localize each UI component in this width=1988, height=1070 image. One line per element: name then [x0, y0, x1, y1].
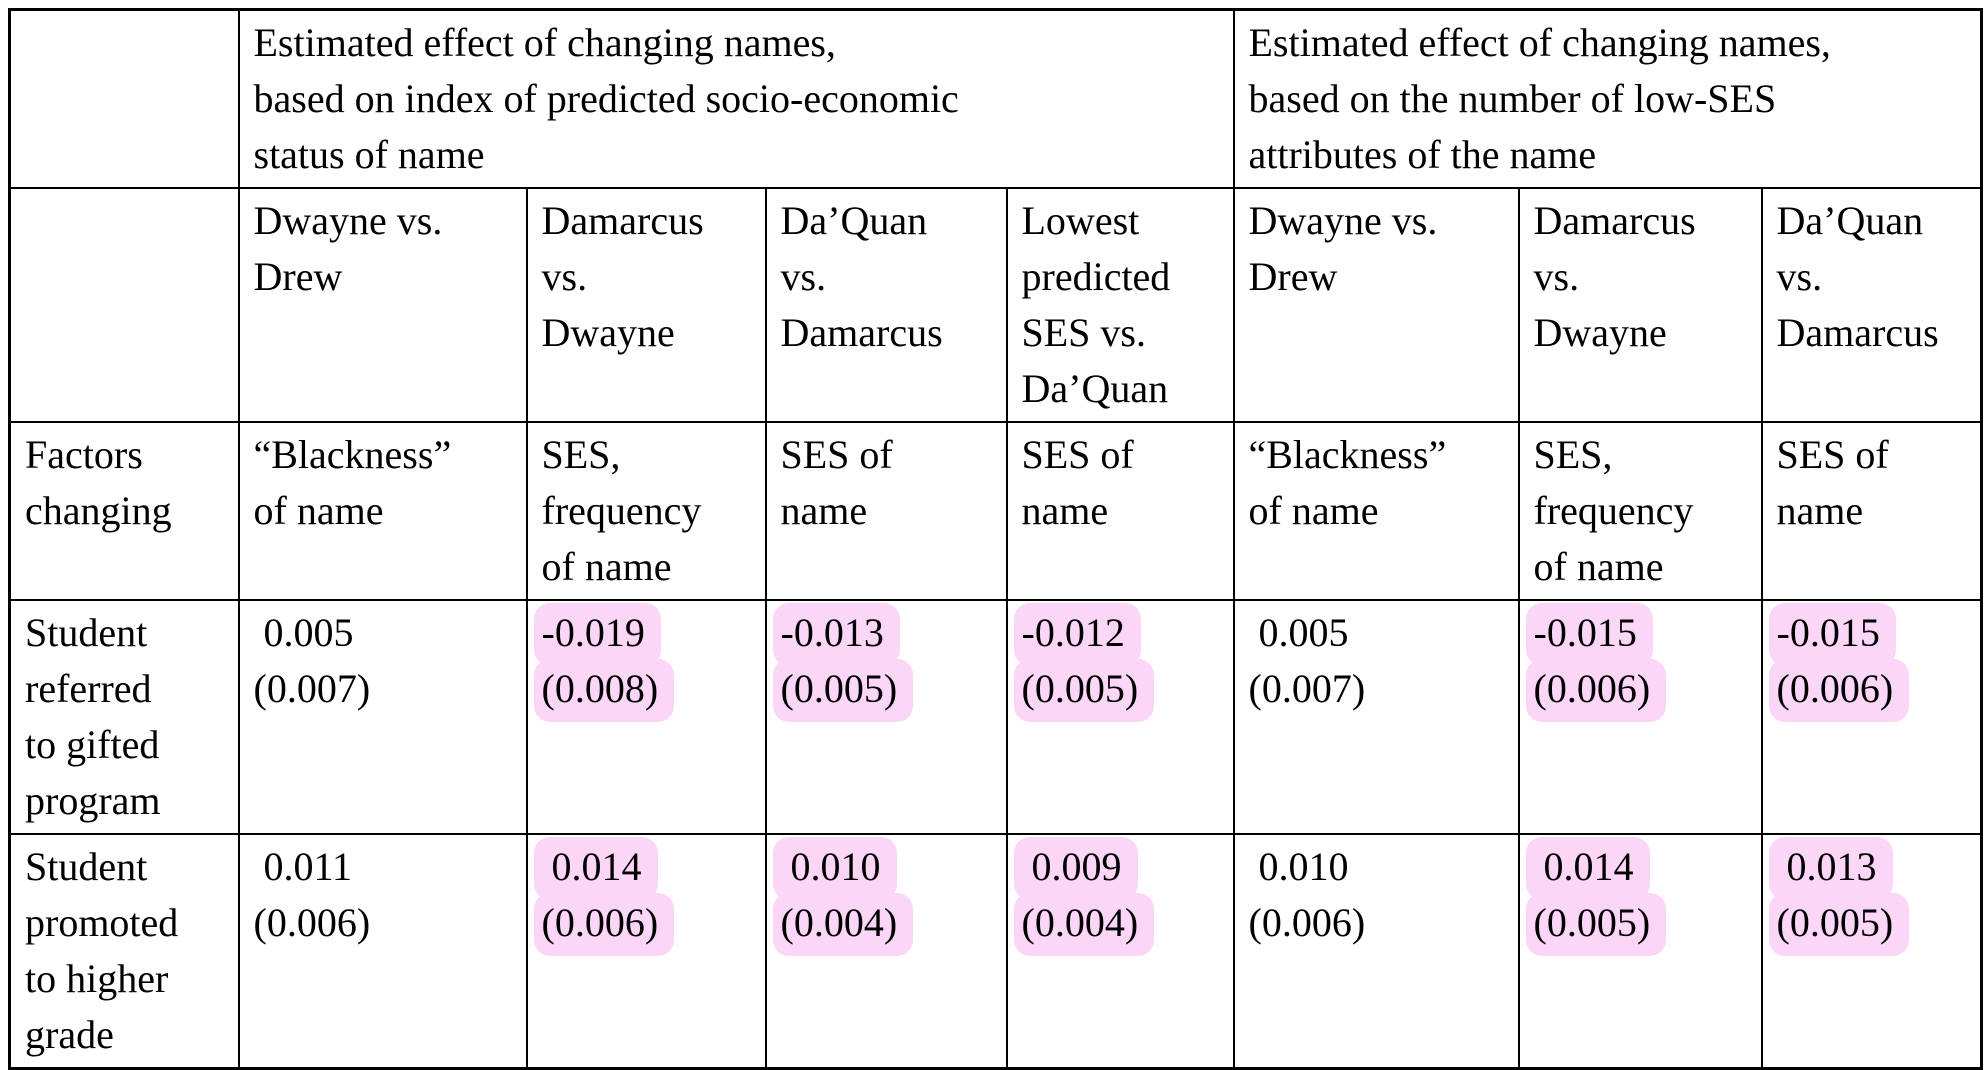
standard-error-text: (0.007) — [253, 666, 371, 711]
estimate-text: -0.012 — [1013, 603, 1141, 666]
row-label-promoted: Student promoted to higher grade — [8, 833, 240, 1070]
standard-error-text: (0.005) — [1013, 659, 1155, 722]
column-header-daquan-damarcus: Da’Quan vs. Damarcus — [764, 187, 1008, 423]
factor-blackness-2: “Blackness” of name — [1232, 421, 1520, 601]
column-header-dwayne-drew: Dwayne vs. Drew — [237, 187, 528, 423]
empty-header-cell — [8, 187, 240, 423]
value-cell: 0.013 (0.005) — [1760, 833, 1983, 1070]
standard-error-text: (0.006) — [253, 900, 371, 945]
standard-error-text: (0.007) — [1248, 666, 1366, 711]
standard-error-text: (0.004) — [772, 893, 914, 956]
standard-error-text: (0.006) — [1248, 900, 1366, 945]
column-header-daquan-damarcus-2: Da’Quan vs. Damarcus — [1760, 187, 1983, 423]
value-cell: -0.013 (0.005) — [764, 599, 1008, 835]
factor-ses-frequency: SES, frequency of name — [525, 421, 767, 601]
name-effects-table: Estimated effect of changing names, base… — [8, 8, 1983, 1070]
estimate-text: -0.015 — [1525, 603, 1653, 666]
factor-ses-of-name-2: SES of name — [1005, 421, 1235, 601]
standard-error-text: (0.004) — [1013, 893, 1155, 956]
standard-error-text: (0.008) — [533, 659, 675, 722]
factors-row-label: Factors changing — [8, 421, 240, 601]
promoted-row: Student promoted to higher grade 0.011 (… — [8, 833, 1983, 1070]
group-header-ses-index: Estimated effect of changing names, base… — [237, 8, 1235, 189]
page: Estimated effect of changing names, base… — [8, 8, 1983, 1070]
group-header-row: Estimated effect of changing names, base… — [8, 8, 1983, 189]
value-cell: -0.015 (0.006) — [1517, 599, 1763, 835]
estimate-text: -0.015 — [1768, 603, 1896, 666]
standard-error-text: (0.006) — [533, 893, 675, 956]
standard-error-text: (0.005) — [1768, 893, 1910, 956]
corner-empty-cell — [8, 8, 240, 189]
value-cell: 0.010 (0.004) — [764, 833, 1008, 1070]
standard-error-text: (0.006) — [1525, 659, 1667, 722]
estimate-text: 0.009 — [1013, 837, 1138, 900]
estimate-text: 0.010 — [1248, 844, 1349, 889]
column-header-damarcus-dwayne-2: Damarcus vs. Dwayne — [1517, 187, 1763, 423]
estimate-text: 0.005 — [253, 610, 354, 655]
standard-error-text: (0.005) — [772, 659, 914, 722]
factor-ses-frequency-2: SES, frequency of name — [1517, 421, 1763, 601]
factor-ses-of-name: SES of name — [764, 421, 1008, 601]
estimate-text: 0.005 — [1248, 610, 1349, 655]
factors-row: Factors changing “Blackness” of name SES… — [8, 421, 1983, 601]
estimate-text: 0.010 — [772, 837, 897, 900]
factor-blackness: “Blackness” of name — [237, 421, 528, 601]
estimate-text: 0.014 — [533, 837, 658, 900]
estimate-text: -0.019 — [533, 603, 661, 666]
column-header-damarcus-dwayne: Damarcus vs. Dwayne — [525, 187, 767, 423]
value-cell: 0.014 (0.006) — [525, 833, 767, 1070]
value-cell: 0.011 (0.006) — [237, 833, 528, 1070]
value-cell: -0.015 (0.006) — [1760, 599, 1983, 835]
row-label-gifted: Student referred to gifted program — [8, 599, 240, 835]
estimate-text: 0.013 — [1768, 837, 1893, 900]
standard-error-text: (0.005) — [1525, 893, 1667, 956]
value-cell: 0.010 (0.006) — [1232, 833, 1520, 1070]
value-cell: 0.005 (0.007) — [237, 599, 528, 835]
estimate-text: -0.013 — [772, 603, 900, 666]
value-cell: 0.005 (0.007) — [1232, 599, 1520, 835]
factor-ses-of-name-3: SES of name — [1760, 421, 1983, 601]
value-cell: 0.009 (0.004) — [1005, 833, 1235, 1070]
group-header-low-ses-attributes: Estimated effect of changing names, base… — [1232, 8, 1983, 189]
standard-error-text: (0.006) — [1768, 659, 1910, 722]
value-cell: 0.014 (0.005) — [1517, 833, 1763, 1070]
estimate-text: 0.014 — [1525, 837, 1650, 900]
column-header-lowest-ses-daquan: Lowest predicted SES vs. Da’Quan — [1005, 187, 1235, 423]
value-cell: -0.012 (0.005) — [1005, 599, 1235, 835]
column-header-dwayne-drew-2: Dwayne vs. Drew — [1232, 187, 1520, 423]
value-cell: -0.019 (0.008) — [525, 599, 767, 835]
estimate-text: 0.011 — [253, 844, 353, 889]
gifted-program-row: Student referred to gifted program 0.005… — [8, 599, 1983, 835]
column-header-row: Dwayne vs. Drew Damarcus vs. Dwayne Da’Q… — [8, 187, 1983, 423]
